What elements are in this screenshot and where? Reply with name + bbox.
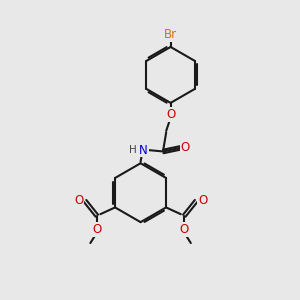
Text: O: O	[198, 194, 207, 207]
Text: Br: Br	[164, 28, 177, 41]
Text: O: O	[92, 223, 101, 236]
Text: O: O	[166, 108, 175, 121]
Text: O: O	[74, 194, 83, 207]
Text: H: H	[129, 145, 137, 155]
Text: N: N	[139, 143, 148, 157]
Text: O: O	[181, 141, 190, 154]
Text: O: O	[180, 223, 189, 236]
